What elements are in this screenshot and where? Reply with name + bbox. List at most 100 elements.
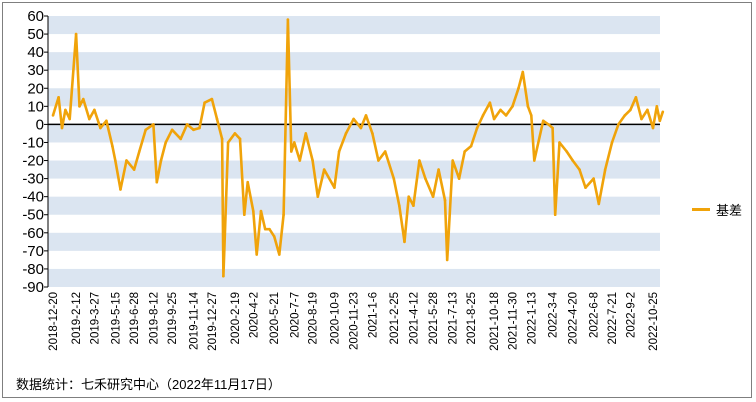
data-point [541, 119, 545, 123]
data-point [610, 141, 614, 144]
data-point [553, 213, 557, 217]
data-point [105, 119, 108, 123]
x-tick-label: 2020-10-9 [329, 292, 341, 344]
data-point [623, 114, 627, 117]
data-point [364, 114, 368, 117]
x-tick-label: 2019-8-12 [148, 292, 160, 344]
data-point [179, 137, 182, 141]
data-point [51, 114, 55, 117]
data-point [333, 186, 336, 189]
data-point [437, 168, 440, 171]
data-point [111, 144, 114, 148]
y-tick-label: -20 [22, 153, 44, 170]
data-point [215, 117, 219, 121]
x-tick-label: 2020-4-2 [248, 292, 260, 338]
y-tick-label: -80 [22, 261, 44, 278]
data-point [82, 97, 85, 101]
grid-band [48, 196, 660, 215]
y-tick-label: -30 [22, 171, 44, 188]
data-point [222, 274, 225, 278]
grid-band [48, 160, 660, 179]
data-point [424, 177, 427, 180]
data-point [481, 114, 485, 117]
data-point [655, 105, 659, 108]
data-point [521, 70, 525, 74]
data-point [457, 177, 461, 180]
data-point [233, 132, 237, 135]
y-tick-label: 20 [27, 80, 44, 97]
y-tick-label: -10 [22, 134, 44, 151]
data-point [337, 150, 341, 153]
x-tick-label: 2022-6-8 [589, 292, 601, 338]
x-tick-label: 2022-10-25 [648, 292, 660, 351]
data-point [263, 227, 267, 231]
y-tick-label: -90 [22, 279, 44, 296]
data-point [298, 159, 302, 162]
data-point [603, 168, 607, 171]
data-point [592, 177, 595, 180]
data-point [492, 117, 496, 121]
x-tick-label: 2020-2-19 [230, 292, 242, 344]
data-point [316, 195, 320, 198]
x-tick-label: 2019-2-12 [71, 292, 83, 344]
data-point [407, 195, 411, 198]
data-point [246, 180, 250, 184]
data-point [251, 209, 255, 213]
x-tick-label: 2019-11-14 [188, 291, 200, 350]
x-tick-label: 2019-5-15 [110, 292, 122, 344]
data-point [286, 18, 290, 21]
data-point [383, 150, 387, 153]
data-point [125, 159, 128, 162]
y-tick-label: 50 [27, 26, 44, 43]
data-point [547, 123, 550, 126]
data-point [651, 126, 655, 130]
data-point [226, 141, 230, 144]
data-point [451, 159, 455, 162]
grid-band [48, 88, 660, 107]
data-point [137, 150, 141, 153]
x-tick-label: 2022-9-2 [625, 292, 637, 338]
data-point [152, 123, 155, 126]
data-point [185, 123, 189, 126]
grid-band [48, 232, 660, 251]
data-point [658, 119, 662, 123]
data-point [529, 114, 533, 117]
x-tick-label: 2021-7-13 [448, 292, 460, 344]
data-point [551, 126, 554, 130]
data-point [418, 159, 421, 162]
grid-band [48, 52, 660, 71]
source-footnote: 数据统计：七禾研究中心（2022年11月17日） [16, 377, 281, 392]
data-point [87, 117, 91, 121]
y-tick-label: -40 [22, 189, 44, 206]
legend-label: 基差 [716, 203, 743, 218]
data-point [93, 108, 96, 112]
data-point [403, 240, 406, 244]
data-point [517, 86, 520, 90]
data-point [282, 213, 285, 217]
x-tick-label: 2019-6-28 [129, 292, 141, 344]
x-tick-label: 2020-5-21 [269, 292, 281, 344]
data-point [504, 114, 508, 117]
x-tick-label: 2021-8-25 [466, 292, 478, 344]
data-point [60, 126, 64, 130]
data-point [311, 159, 314, 162]
x-tick-label: 2021-5-28 [428, 292, 440, 344]
data-point [170, 128, 174, 132]
data-point [392, 177, 396, 180]
data-point [371, 132, 374, 135]
data-point [526, 105, 530, 108]
y-tick-label: -50 [22, 207, 44, 224]
data-point [64, 108, 67, 112]
data-point [488, 101, 492, 105]
x-tick-label: 2021-10-18 [489, 292, 501, 351]
data-point [99, 126, 102, 130]
data-point [597, 202, 601, 206]
data-point [255, 253, 259, 256]
x-tick-label: 2022-3-4 [548, 291, 560, 338]
y-tick-label: 60 [27, 8, 44, 25]
data-point [132, 168, 136, 171]
x-tick-label: 2022-4-20 [568, 292, 580, 344]
data-point [640, 117, 643, 121]
y-tick-label: 30 [27, 62, 44, 79]
